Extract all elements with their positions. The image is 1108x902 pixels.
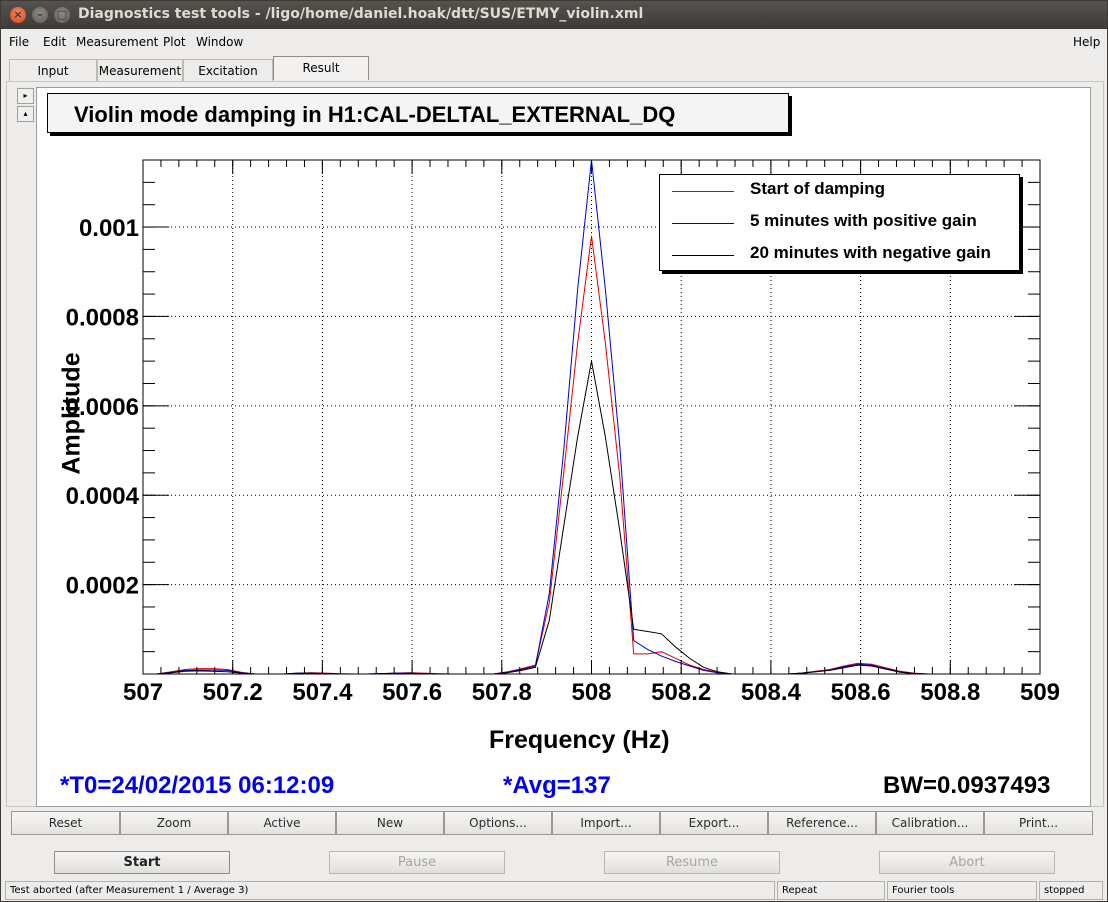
menu-help[interactable]: Help [1073, 35, 1101, 49]
x-tick-label: 508.4 [741, 679, 802, 706]
scroll-up-button[interactable]: ▸ [17, 88, 34, 104]
start-button[interactable]: Start [54, 851, 230, 874]
legend-box: Start of damping 5 minutes with positive… [659, 174, 1020, 271]
menu-bar: File Edit Measurement Plot Window Help [1, 31, 1107, 53]
pause-button[interactable]: Pause [329, 851, 505, 874]
x-axis-label: Frequency (Hz) [489, 726, 670, 754]
plot-svg: 507 507.2 507.4 507.6 507.8 508 508.2 508.4 508.… [66, 159, 1060, 706]
resume-button[interactable]: Resume [604, 851, 780, 874]
plot-canvas[interactable]: 507 507.2 507.4 507.6 507.8 508 508.2 508.4 508.… [36, 87, 1091, 807]
x-tick-label: 509 [1020, 679, 1060, 706]
x-tick-label: 507.8 [472, 679, 532, 706]
plot-button-row: Reset Zoom Active New Options... Import.… [11, 811, 1093, 835]
y-tick-label: 0.001 [79, 215, 139, 242]
info-bw: BW=0.0937493 [883, 772, 1051, 799]
status-bar: Test aborted (after Measurement 1 / Aver… [5, 881, 1105, 900]
x-tick-label: 507.4 [292, 679, 353, 706]
x-tick-label: 507.6 [382, 679, 442, 706]
new-button[interactable]: New [336, 811, 444, 835]
y-tick-label: 0.0008 [66, 304, 139, 331]
series-line-3 [143, 361, 1040, 675]
y-axis-label: Amplitude [57, 352, 86, 475]
title-bar: × – □ Diagnostics test tools - /ligo/hom… [1, 1, 1107, 29]
tab-result[interactable]: Result [273, 56, 369, 80]
menu-edit[interactable]: Edit [43, 35, 67, 49]
legend-swatch-start [672, 191, 734, 192]
y-tick-label: 0.0002 [66, 573, 139, 600]
plot-title: Violin mode damping in H1:CAL-DELTAL_EXT… [74, 102, 676, 127]
tab-excitation[interactable]: Excitation [183, 59, 273, 81]
info-t0: *T0=24/02/2015 06:12:09 [60, 772, 335, 799]
legend-label-positive: 5 minutes with positive gain [750, 211, 977, 230]
export-button[interactable]: Export... [660, 811, 768, 835]
y-tick-label: 0.0004 [66, 483, 140, 510]
x-tick-label: 508.6 [831, 679, 891, 706]
import-button[interactable]: Import... [552, 811, 660, 835]
tab-input[interactable]: Input [9, 59, 97, 81]
reset-button[interactable]: Reset [11, 811, 120, 835]
close-window-button[interactable]: × [10, 7, 26, 23]
plot-axes: 507 507.2 507.4 507.6 507.8 508 508.2 508.4 508.… [66, 160, 1060, 706]
active-button[interactable]: Active [228, 811, 336, 835]
zoom-button[interactable]: Zoom [120, 811, 228, 835]
status-mode: Repeat [777, 881, 885, 900]
arrow-up-icon: ▴ [23, 109, 28, 118]
window-title: Diagnostics test tools - /ligo/home/dani… [78, 6, 644, 22]
status-tool: Fourier tools [887, 881, 1037, 900]
x-tick-label: 507 [123, 679, 163, 706]
x-tick-label: 508 [571, 679, 611, 706]
maximize-window-button[interactable]: □ [54, 7, 70, 23]
menu-plot[interactable]: Plot [163, 35, 186, 49]
legend-swatch-negative [672, 255, 734, 256]
legend-label-negative: 20 minutes with negative gain [750, 243, 991, 262]
menu-measurement[interactable]: Measurement [76, 35, 159, 49]
arrow-right-icon: ▸ [23, 91, 28, 100]
menu-window[interactable]: Window [196, 35, 244, 49]
x-tick-label: 508.8 [920, 679, 980, 706]
plot-title-box: Violin mode damping in H1:CAL-DELTAL_EXT… [47, 93, 789, 133]
plot-grid [143, 160, 1040, 674]
tab-measurement[interactable]: Measurement [97, 59, 183, 81]
x-tick-label: 508.2 [651, 679, 711, 706]
menu-file[interactable]: File [9, 35, 30, 49]
minimize-window-button[interactable]: – [32, 7, 48, 23]
abort-button[interactable]: Abort [879, 851, 1055, 874]
status-state: stopped [1039, 881, 1103, 900]
status-message: Test aborted (after Measurement 1 / Aver… [5, 881, 775, 900]
calibration-button[interactable]: Calibration... [876, 811, 984, 835]
legend-label-start: Start of damping [750, 179, 886, 198]
options-button[interactable]: Options... [444, 811, 552, 835]
print-button[interactable]: Print... [984, 811, 1093, 835]
reference-button[interactable]: Reference... [768, 811, 876, 835]
info-avg: *Avg=137 [503, 772, 611, 799]
scroll-down-button[interactable]: ▴ [17, 106, 34, 122]
x-tick-label: 507.2 [203, 679, 263, 706]
legend-swatch-positive [672, 223, 734, 224]
y-tick-label: 0.0006 [66, 394, 139, 421]
run-control-row: Start Pause Resume Abort [1, 851, 1107, 875]
